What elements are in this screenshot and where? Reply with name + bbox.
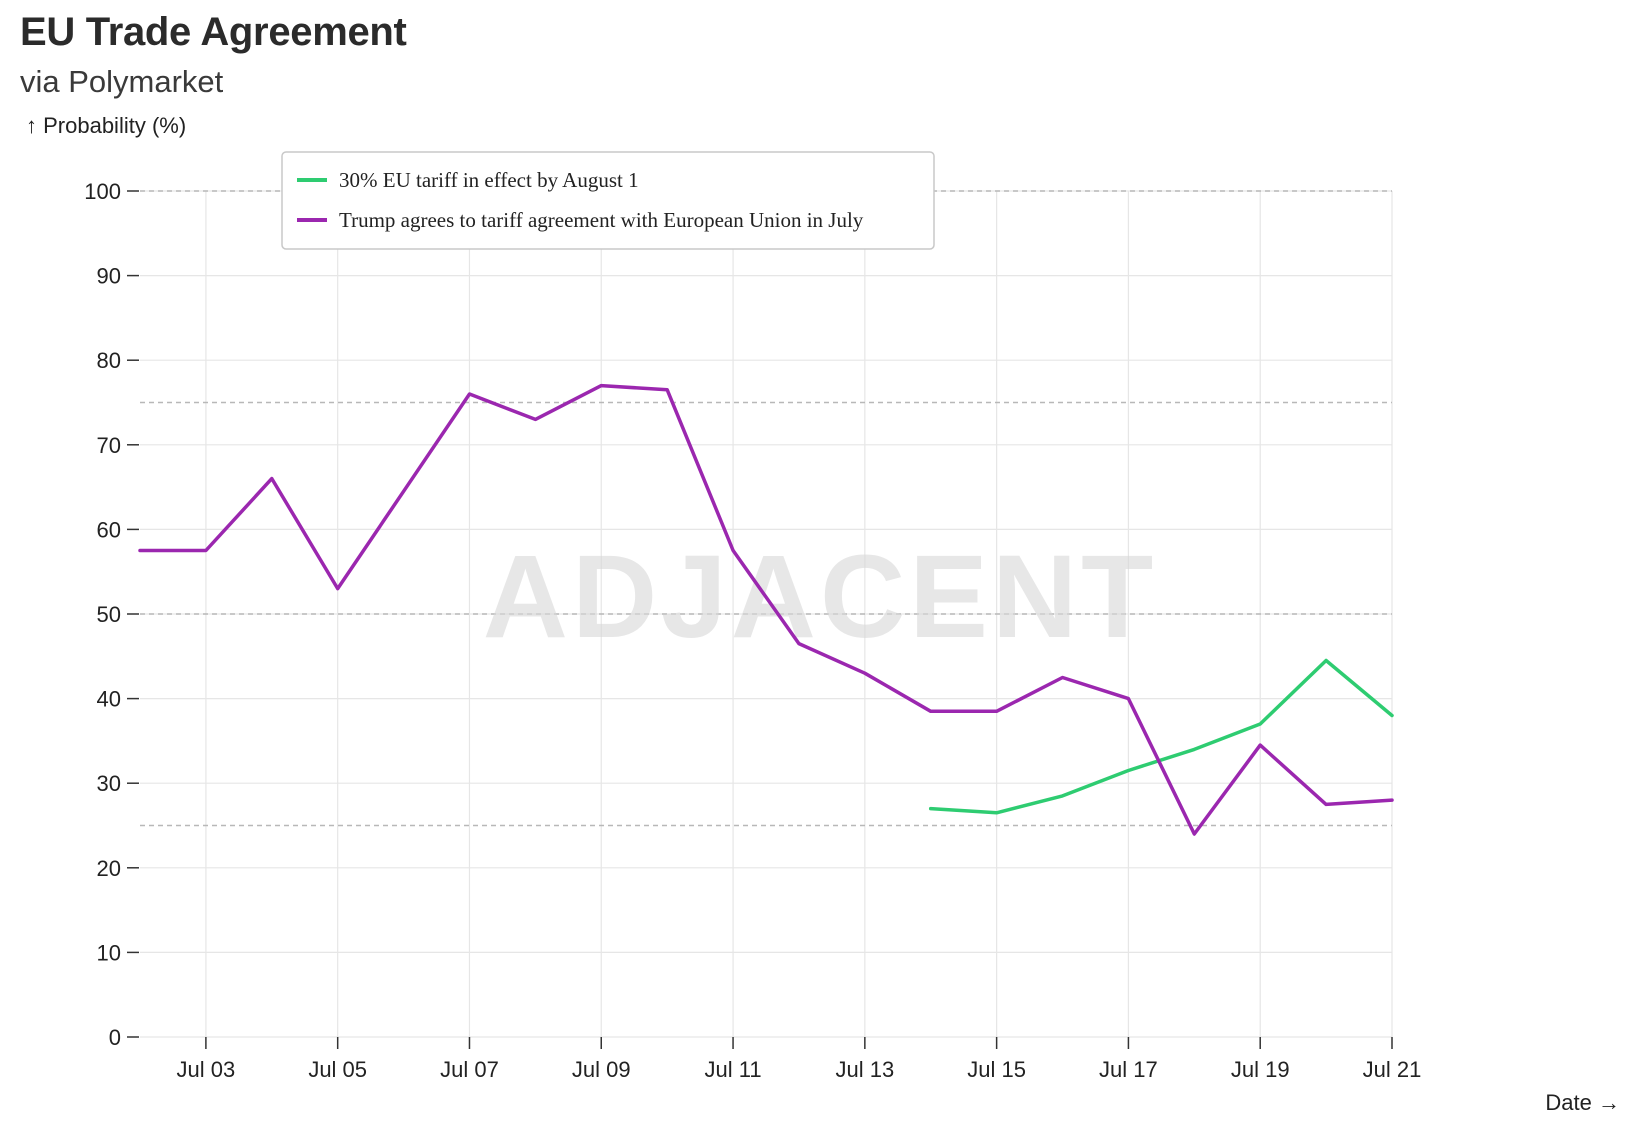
y-tick-label: 80	[97, 348, 121, 373]
y-tick-label: 30	[97, 771, 121, 796]
watermark-text: ADJACENT	[483, 531, 1158, 663]
y-tick-label: 100	[84, 179, 121, 204]
x-tick-label: Jul 03	[177, 1057, 236, 1082]
series-lines	[138, 383, 1394, 836]
x-tick-label: Jul 11	[705, 1057, 762, 1082]
legend-label-agreement: Trump agrees to tariff agreement with Eu…	[339, 208, 864, 232]
legend: 30% EU tariff in effect by August 1 Trum…	[281, 151, 935, 250]
axes: 0 10 20 30 40 50 60 70 80 90 100 Jul 03 Jul 05 Jul 07…	[84, 179, 1421, 1082]
x-tick-label: Jul 19	[1231, 1057, 1290, 1082]
chart-title: EU Trade Agreement	[20, 10, 407, 54]
x-tick-label: Jul 09	[572, 1057, 631, 1082]
x-tick-label: Jul 15	[967, 1057, 1026, 1082]
y-tick-label: 60	[97, 517, 121, 542]
legend-label-tariff: 30% EU tariff in effect by August 1	[339, 168, 639, 192]
y-tick-label: 20	[97, 856, 121, 881]
series-line-tariff	[928, 658, 1394, 815]
y-tick-label: 40	[97, 687, 121, 712]
chart-subtitle: via Polymarket	[20, 64, 224, 99]
y-axis-label: ↑ Probability (%)	[26, 113, 186, 138]
y-tick-label: 0	[109, 1025, 121, 1050]
y-tick-label: 90	[97, 264, 121, 289]
x-tick-label: Jul 17	[1099, 1057, 1158, 1082]
x-tick-label: Jul 13	[835, 1057, 894, 1082]
series-line-agreement	[138, 383, 1394, 836]
y-tick-label: 10	[97, 940, 121, 965]
x-tick-label: Jul 05	[308, 1057, 367, 1082]
x-tick-label: Jul 07	[440, 1057, 499, 1082]
reference-lines	[140, 190, 1392, 827]
y-tick-label: 70	[97, 433, 121, 458]
y-tick-label: 50	[97, 602, 121, 627]
legend-box	[281, 151, 935, 250]
x-tick-label: Jul 21	[1363, 1057, 1422, 1082]
x-axis-label: Date →	[1545, 1090, 1620, 1115]
